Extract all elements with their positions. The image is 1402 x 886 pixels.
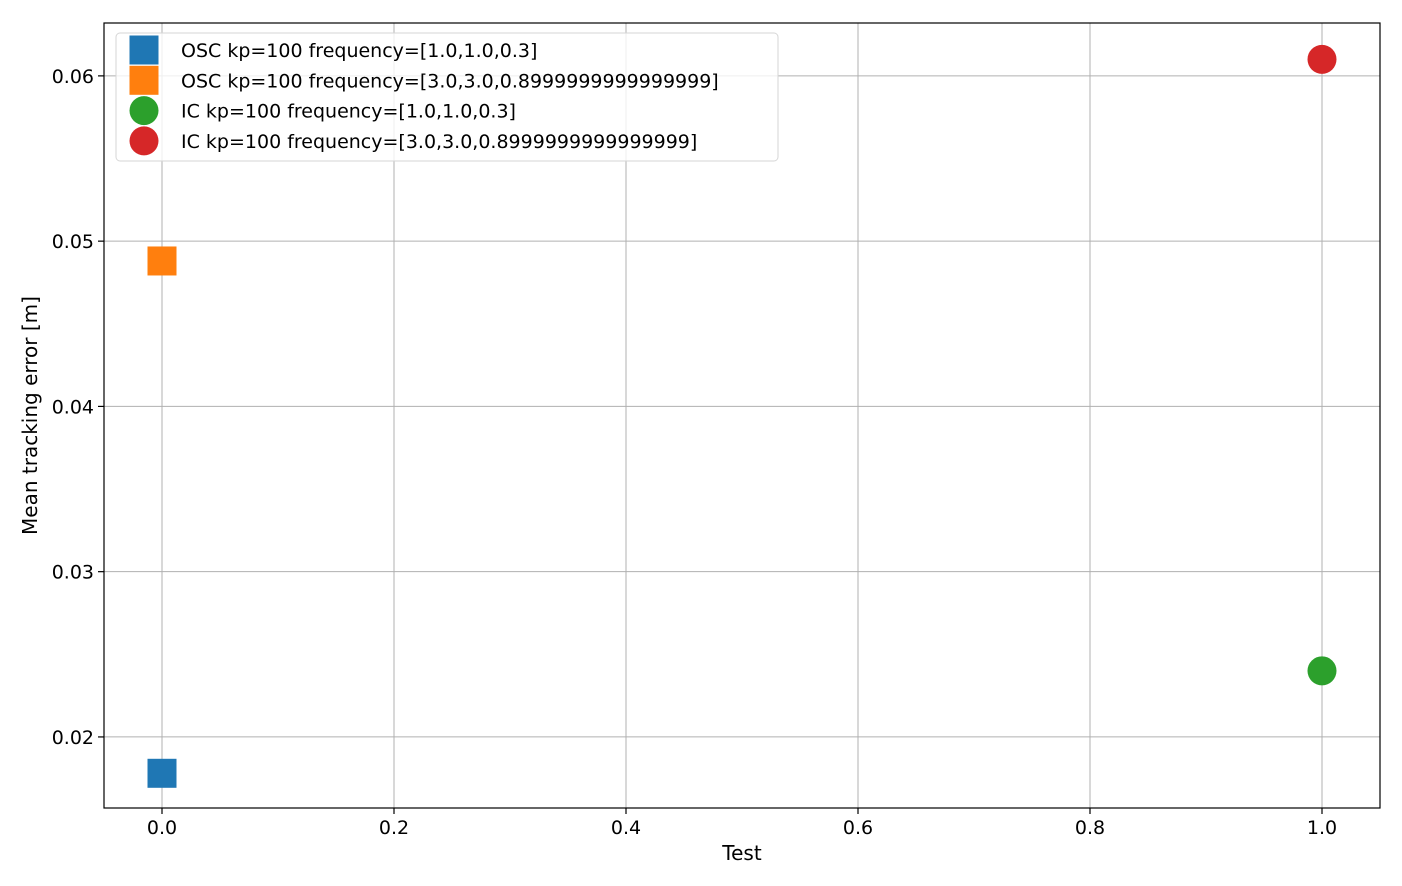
legend-entry-label: IC kp=100 frequency=[1.0,1.0,0.3]	[181, 101, 516, 123]
legend-entry-label: OSC kp=100 frequency=[1.0,1.0,0.3]	[181, 40, 537, 62]
x-tick-label: 1.0	[1307, 817, 1337, 839]
legend: OSC kp=100 frequency=[1.0,1.0,0.3] OSC kp…	[115, 32, 779, 162]
data-point-series-0	[147, 758, 177, 788]
data-points	[147, 44, 1337, 788]
y-axis-ticks: 0.02 0.03 0.04 0.05 0.06	[52, 66, 104, 749]
data-point-series-3	[1307, 44, 1337, 74]
x-tick-label: 0.6	[843, 817, 873, 839]
data-point-series-2	[1307, 656, 1337, 686]
x-axis-label: Test	[721, 841, 762, 865]
legend-entry-label: IC kp=100 frequency=[3.0,3.0,0.899999999…	[181, 131, 697, 153]
x-tick-label: 0.0	[147, 817, 177, 839]
legend-box	[115, 32, 779, 162]
legend-marker-2	[129, 96, 159, 126]
x-tick-label: 0.2	[379, 817, 409, 839]
legend-marker-1	[129, 65, 159, 95]
x-axis-ticks: 0.0 0.2 0.4 0.6 0.8 1.0	[147, 808, 1337, 839]
legend-entry-label: OSC kp=100 frequency=[3.0,3.0,0.89999999…	[181, 70, 719, 92]
y-tick-label: 0.03	[52, 562, 94, 584]
legend-marker-3	[129, 126, 159, 156]
y-tick-label: 0.04	[52, 396, 94, 418]
x-tick-label: 0.4	[611, 817, 641, 839]
data-point-series-1	[147, 246, 177, 276]
y-axis-label: Mean tracking error [m]	[18, 296, 42, 535]
legend-marker-0	[129, 35, 159, 65]
y-tick-label: 0.05	[52, 231, 94, 253]
y-tick-label: 0.02	[52, 727, 94, 749]
y-tick-label: 0.06	[52, 66, 94, 88]
plot-frame	[103, 22, 1381, 809]
x-tick-label: 0.8	[1075, 817, 1105, 839]
